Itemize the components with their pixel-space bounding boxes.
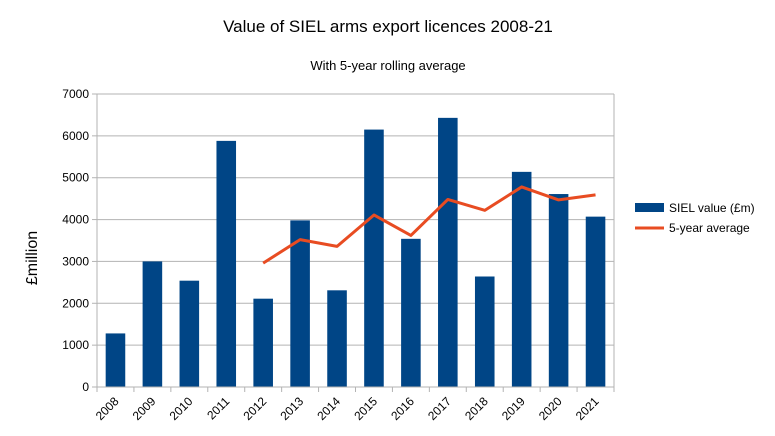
bar-2010 [179,280,200,387]
y-tick-label: 1000 [62,338,89,352]
x-tick-label: 2014 [314,394,343,423]
legend: SIEL value (£m) 5-year average [635,201,755,235]
x-tick-label: 2015 [351,394,380,423]
gridlines [92,93,614,388]
axes [96,94,615,388]
line-series [262,185,596,265]
x-tick-label: 2012 [241,394,270,423]
bar-2019 [511,171,532,387]
y-tick-label: 2000 [62,296,89,310]
bar-series [105,117,606,388]
bar-2017 [438,117,458,387]
y-axis-label: £million [24,231,41,285]
bar-2012 [253,298,273,387]
y-tick-label: 6000 [62,129,89,143]
x-tick-label: 2021 [573,394,602,423]
chart-title: Value of SIEL arms export licences 2008-… [223,17,553,36]
bar-2011 [216,140,237,387]
x-tick-labels: 2008 2009 2010 2011 2012 2013 2014 2015 2016 2017… [93,387,615,423]
chart-subtitle: With 5-year rolling average [310,58,465,73]
x-tick-label: 2016 [388,394,417,423]
x-tick-label: 2009 [130,394,159,423]
bar-2008 [105,333,126,387]
x-tick-label: 2010 [167,394,196,423]
y-tick-label: 3000 [62,254,89,268]
legend-label-siel-value: SIEL value (£m) [669,201,755,215]
y-tick-label: 0 [82,380,89,394]
x-tick-label: 2008 [93,394,122,423]
y-tick-label: 4000 [62,213,89,227]
bar-2016 [401,238,421,387]
x-tick-label: 2020 [536,394,565,423]
x-tick-label: 2013 [277,394,306,423]
y-tick-labels: 0 1000 2000 3000 4000 5000 6000 7000 [62,87,89,394]
y-tick-label: 7000 [62,87,89,101]
bar-2013 [290,220,310,387]
bar-2014 [327,290,347,387]
bar-2009 [142,261,163,387]
bar-2018 [474,276,495,387]
x-tick-label: 2017 [425,394,454,423]
bar-2020 [548,194,569,387]
legend-swatch-siel-value [635,203,664,212]
line-5-year-average [262,185,596,265]
legend-label-5-year-average: 5-year average [669,221,750,235]
bar-2021 [585,216,606,387]
x-tick-label: 2011 [204,394,232,422]
x-tick-label: 2019 [499,394,528,423]
x-tick-label: 2018 [462,394,491,423]
bar-2015 [364,129,384,388]
y-tick-label: 5000 [62,171,89,185]
